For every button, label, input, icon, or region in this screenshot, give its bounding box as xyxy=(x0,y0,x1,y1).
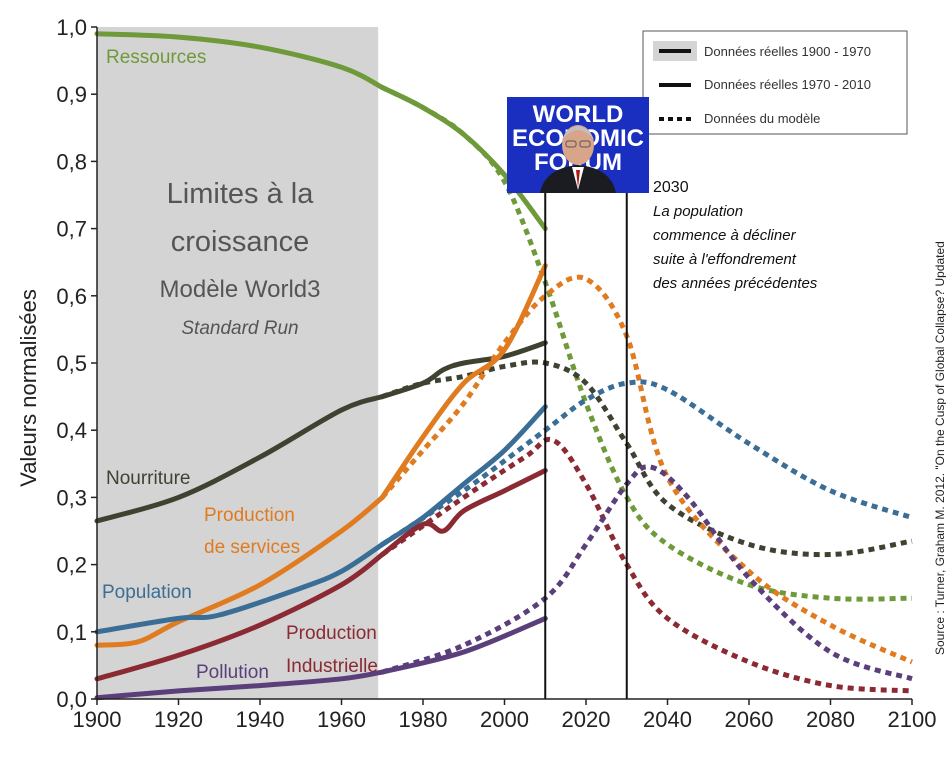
annotation-year: 2030 xyxy=(653,179,689,196)
series-pollution-model xyxy=(381,464,913,682)
series-layer xyxy=(94,31,914,701)
shaded-region xyxy=(97,27,379,699)
annotation: 2030 La population commence à décliner s… xyxy=(653,179,818,292)
legend-label-2: Données réelles 1970 - 2010 xyxy=(704,77,871,92)
y-tick-label: 0,1 xyxy=(56,620,87,645)
chart-title: Limites à la croissance Modèle World3 St… xyxy=(160,178,321,339)
annotation-line-4: des années précédentes xyxy=(653,275,818,292)
y-tick-label: 0,0 xyxy=(56,687,87,712)
label-services-1: Production xyxy=(204,505,295,526)
x-tick-label: 1940 xyxy=(236,707,285,732)
series-population-model xyxy=(380,379,913,547)
series-nourriture-real-1900-1970 xyxy=(94,394,385,524)
label-pollution: Pollution xyxy=(196,662,269,683)
series-nourriture-model xyxy=(381,359,913,558)
series-production-industrielle-model xyxy=(380,436,913,694)
legend-label-3: Données du modèle xyxy=(704,111,820,126)
series-ressources-real-1900-1970 xyxy=(94,31,385,90)
x-tick-label: 1960 xyxy=(317,707,366,732)
x-tick-label: 1900 xyxy=(73,707,122,732)
wef-logo: WORLD ECONOMIC FORUM xyxy=(507,97,649,193)
label-population: Population xyxy=(102,582,192,603)
y-tick-label: 0,7 xyxy=(56,217,87,242)
y-tick-label: 0,4 xyxy=(56,418,87,443)
x-tick-label: 1980 xyxy=(399,707,448,732)
y-tick-label: 0,2 xyxy=(56,553,87,578)
label-nourriture: Nourriture xyxy=(106,468,190,489)
x-tick-label: 2100 xyxy=(888,707,937,732)
label-ressources: Ressources xyxy=(106,47,206,68)
y-tick-label: 0,6 xyxy=(56,284,87,309)
series-production-industrielle-real-1900-1970 xyxy=(94,552,385,682)
tick-labels: 1900 1920 1940 1960 1980 2000 2020 2040 2060 2080… xyxy=(56,15,936,732)
annotation-line-1: La population xyxy=(653,203,743,220)
y-axis-label: Valeurs normalisées xyxy=(16,289,41,487)
series-production-industrielle-real-1970-2010 xyxy=(379,468,548,557)
y-tick-label: 1,0 xyxy=(56,15,87,40)
source-note: Source : Turner, Graham M. 2012. "On the… xyxy=(933,241,946,655)
y-tick-label: 0,5 xyxy=(56,351,87,376)
title-line-4: Standard Run xyxy=(181,318,298,339)
series-production-de-services-real-1900-1970 xyxy=(94,494,385,648)
x-tick-label: 2020 xyxy=(562,707,611,732)
series-nourriture-real-1970-2010 xyxy=(379,340,548,400)
x-tick-label: 2040 xyxy=(643,707,692,732)
title-line-3: Modèle World3 xyxy=(160,276,321,303)
series-production-de-services-real-1970-2010 xyxy=(379,263,548,500)
title-line-2: croissance xyxy=(171,226,310,258)
annotation-line-2: commence à décliner xyxy=(653,227,797,244)
y-tick-label: 0,8 xyxy=(56,149,87,174)
portrait xyxy=(540,125,616,193)
x-tick-label: 1920 xyxy=(154,707,203,732)
label-industrielle-1: Production xyxy=(286,623,377,644)
series-population-real-1970-2010 xyxy=(379,404,548,547)
series-production-de-services-model xyxy=(380,274,914,665)
y-tick-label: 0,9 xyxy=(56,82,87,107)
series-ressources-real-1970-2010 xyxy=(379,85,548,232)
y-tick-label: 0,3 xyxy=(56,485,87,510)
series-population-real-1900-1970 xyxy=(94,541,385,635)
x-tick-label: 2080 xyxy=(806,707,855,732)
label-industrielle-2: Industrielle xyxy=(286,656,378,677)
wef-logo-word-1: WORLD xyxy=(533,101,624,128)
legend: Données réelles 1900 - 1970 Données réel… xyxy=(642,30,908,135)
annotation-line-3: suite à l'effondrement xyxy=(653,251,797,268)
title-line-1: Limites à la xyxy=(167,178,315,210)
label-services-2: de services xyxy=(204,537,300,558)
legend-label-1: Données réelles 1900 - 1970 xyxy=(704,44,871,59)
series-pollution-real-1970-2010 xyxy=(379,615,548,675)
series-pollution-real-1900-1970 xyxy=(94,669,385,701)
x-tick-label: 2000 xyxy=(480,707,529,732)
x-tick-label: 2060 xyxy=(725,707,774,732)
